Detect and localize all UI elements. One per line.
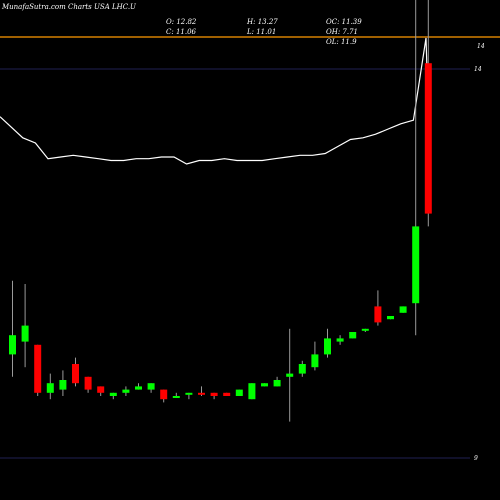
candle-body <box>412 226 420 304</box>
candle-body <box>9 335 16 355</box>
candle-body <box>374 306 382 323</box>
candle-body <box>235 389 243 396</box>
overlay-line <box>0 37 429 165</box>
candle-body <box>198 392 205 395</box>
candle-body <box>34 344 42 393</box>
candle-body <box>311 354 319 368</box>
candle-body <box>59 380 67 390</box>
chart-title: MunafaSutra.com Charts USA LHC.U <box>2 3 136 11</box>
y-tick-label: 14 <box>477 43 485 50</box>
candle-body <box>424 63 432 214</box>
candle-body <box>147 383 155 390</box>
ohlc-low: L: 11.01 <box>247 28 277 36</box>
candle-body <box>21 325 29 342</box>
stat-oc: OC: 11.39 <box>326 18 362 26</box>
candle-body <box>97 386 105 393</box>
ohlc-high: H: 13.27 <box>247 18 278 26</box>
candle-body <box>135 386 142 390</box>
y-tick-label: 14 <box>474 66 482 73</box>
candle-body <box>336 338 344 342</box>
candle-body <box>387 316 394 320</box>
candle-body <box>324 338 331 355</box>
ohlc-close: C: 11.06 <box>166 28 196 36</box>
candle-body <box>223 392 231 396</box>
candle-body <box>349 332 357 339</box>
ohlc-open: O: 12.82 <box>166 18 197 26</box>
candle-body <box>84 376 92 390</box>
candle-body <box>261 383 268 387</box>
candle-body <box>298 364 306 374</box>
candle-body <box>399 306 407 313</box>
candle-body <box>248 383 256 400</box>
candle-body <box>210 392 218 396</box>
candle-body <box>185 392 193 395</box>
candle-body <box>273 380 281 387</box>
stat-ol: OL: 11.9 <box>326 38 357 46</box>
candle-body <box>109 392 117 396</box>
stat-oh: OH: 7.71 <box>326 28 359 36</box>
candle-body <box>122 389 130 393</box>
candle-body <box>160 389 168 400</box>
candle-body <box>286 373 294 377</box>
y-tick-label: 9 <box>474 455 478 462</box>
candle-body <box>172 396 180 398</box>
candles-group <box>9 0 432 422</box>
candle-body <box>361 328 369 331</box>
candle-body <box>46 383 54 393</box>
candle-body <box>72 364 79 384</box>
